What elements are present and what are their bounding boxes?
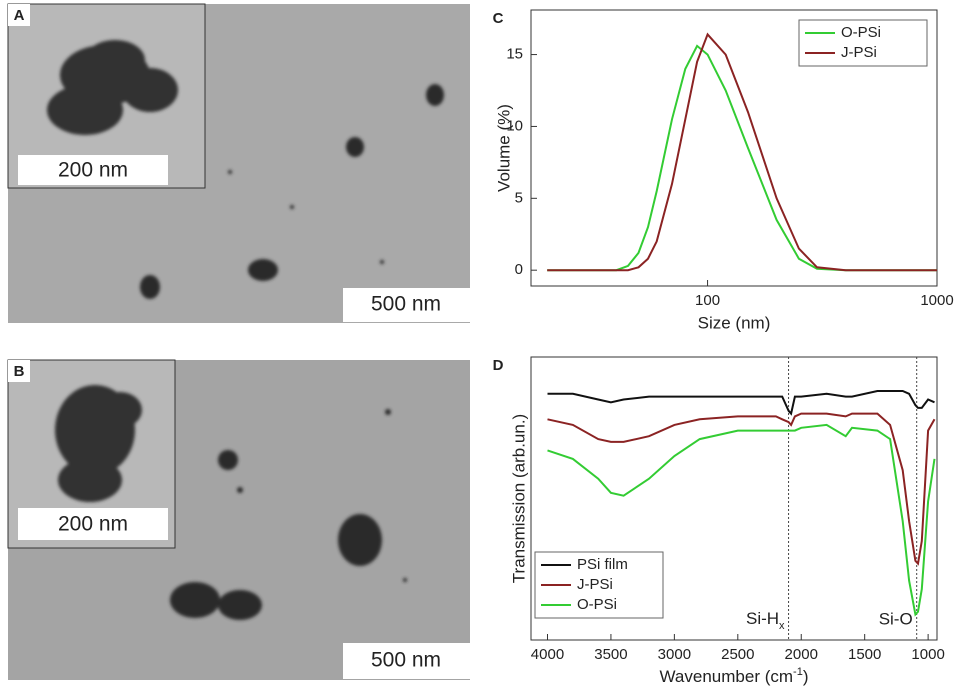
x-tick-label: 3500 xyxy=(594,646,627,663)
y-tick-label: 0 xyxy=(515,261,523,278)
legend-label: PSi film xyxy=(577,556,628,573)
scale-bar-label: 500 nm xyxy=(371,293,441,316)
plot-frame xyxy=(530,9,938,287)
x-tick-label: 1500 xyxy=(848,646,881,663)
scale-box xyxy=(343,288,470,322)
scale-bar-label: 500 nm xyxy=(371,649,441,672)
legend-label: O-PSi xyxy=(841,24,881,41)
chart: C 100 1000 0 5 10 15 Size (nm) Volume (%) O-PSi J-… xyxy=(493,9,954,332)
series-line xyxy=(547,423,936,617)
tem-panel-b: B 200 nm 500 nm xyxy=(7,359,470,680)
legend-box xyxy=(798,19,928,67)
y-axis-label: Volume (%) xyxy=(494,104,513,192)
text-part: Si-H xyxy=(746,609,779,628)
scale-box xyxy=(18,508,168,540)
x-axis-label: Wavenumber (cm-1) xyxy=(660,666,809,687)
label-box xyxy=(8,360,30,382)
panel-label: B xyxy=(14,363,25,380)
inset-particle xyxy=(55,385,142,502)
panel-label: A xyxy=(14,7,25,24)
subscript: x xyxy=(779,620,785,632)
particles xyxy=(140,84,444,299)
text-part: ) xyxy=(803,667,809,686)
x-tick-label: 100 xyxy=(695,292,720,309)
series-line xyxy=(547,412,936,566)
x-tick-label: 1000 xyxy=(911,646,944,663)
legend-label: O-PSi xyxy=(577,596,617,613)
annotation: Si-Hx xyxy=(746,609,785,631)
panel-label: C xyxy=(493,10,504,27)
series-line xyxy=(547,390,935,416)
scale-box xyxy=(343,643,470,679)
inset-scale: 200 nm xyxy=(58,159,128,182)
tem-panel-a: A 200 nm 500 nm xyxy=(7,3,470,323)
x-tick-label: 3000 xyxy=(658,646,691,663)
chart: D 4000 3500 3000 2500 2000 1500 1000 Wavenumber … xyxy=(493,356,945,687)
inset-scale: 200 nm xyxy=(58,513,128,536)
annotation: Si-O xyxy=(879,609,913,628)
legend-label: J-PSi xyxy=(577,576,613,593)
y-tick-label: 5 xyxy=(515,189,523,206)
y-axis-label: Transmission (arb.un.) xyxy=(509,414,528,583)
y-tick-label: 10 xyxy=(506,117,523,134)
series-line xyxy=(547,32,937,272)
x-tick-label: 2000 xyxy=(785,646,818,663)
x-tick-label: 4000 xyxy=(531,646,564,663)
text-part: Wavenumber (cm xyxy=(660,667,794,686)
label-box xyxy=(8,4,30,26)
scale-box xyxy=(18,155,168,185)
series-line xyxy=(547,44,937,272)
inset-particle xyxy=(47,40,178,135)
plot-frame xyxy=(530,356,938,641)
legend-label: J-PSi xyxy=(841,44,877,61)
x-tick-label: 1000 xyxy=(920,292,953,309)
panel-label: D xyxy=(493,357,504,374)
x-axis-label: Size (nm) xyxy=(698,313,771,332)
superscript: -1 xyxy=(793,666,803,678)
y-tick-label: 15 xyxy=(506,46,523,63)
x-tick-label: 2500 xyxy=(721,646,754,663)
particles xyxy=(170,409,407,620)
